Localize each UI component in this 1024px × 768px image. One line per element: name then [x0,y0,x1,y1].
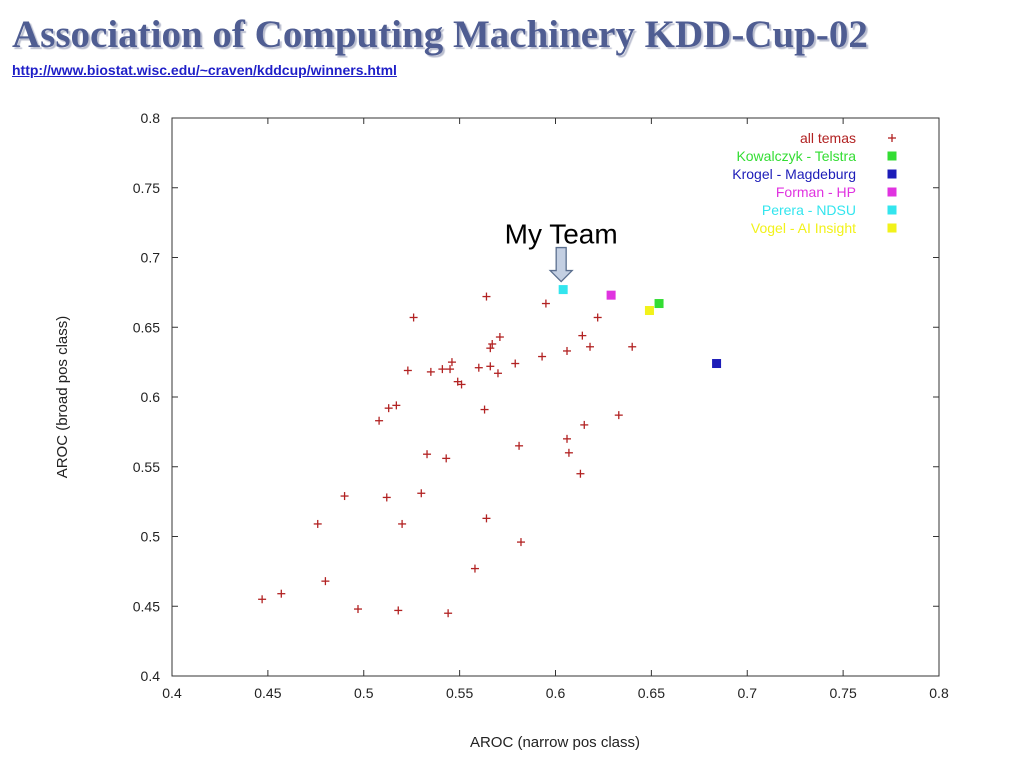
plus-point [258,595,267,604]
legend-marker-square [887,223,897,233]
plus-point [486,344,495,353]
plus-point [474,363,483,372]
plus-point [375,416,384,425]
plus-point [580,420,589,429]
plus-point [488,339,497,348]
plus-point [495,333,504,342]
y-tick-label: 0.8 [141,110,161,126]
plus-point [384,404,393,413]
plus-point [578,331,587,340]
y-tick-label: 0.55 [133,459,160,475]
legend-label: Vogel - AI Insight [751,220,856,236]
x-tick-label: 0.45 [254,685,281,701]
plus-point [538,352,547,361]
plus-point [486,362,495,371]
plus-point [398,519,407,528]
legend-label: Kowalczyk - Telstra [736,148,856,164]
square-point [558,285,568,295]
legend-label: Forman - HP [776,184,856,200]
legend-label: all temas [800,130,856,146]
plus-point [277,589,286,598]
y-tick-label: 0.65 [133,319,160,335]
down-arrow-icon [548,246,574,283]
my-team-label: My Team [505,219,618,250]
x-tick-label: 0.7 [738,685,758,701]
plus-point [563,434,572,443]
plus-point [541,299,550,308]
legend-marker-square [887,205,897,215]
plus-point [515,441,524,450]
x-axis-title: AROC (narrow pos class) [470,734,640,751]
plus-point [470,564,479,573]
y-tick-label: 0.4 [141,668,161,684]
x-tick-label: 0.5 [354,685,374,701]
y-tick-label: 0.75 [133,180,160,196]
plus-point [426,367,435,376]
plus-point [403,366,412,375]
plus-point [423,450,432,459]
x-tick-label: 0.4 [162,685,182,701]
square-point [606,290,616,300]
plus-point [353,605,362,614]
x-tick-label: 0.55 [446,685,473,701]
plus-point [593,313,602,322]
plus-point [516,538,525,547]
plus-point [392,401,401,410]
plus-point [446,365,455,374]
plus-point [447,358,456,367]
legend: all temas Kowalczyk - Telstra Krogel - Mag… [732,130,897,236]
y-tick-label: 0.45 [133,598,160,614]
y-tick-label: 0.6 [141,389,161,405]
y-tick-label: 0.5 [141,529,161,545]
plus-point [321,577,330,586]
legend-marker-plus [888,134,896,142]
plus-point [511,359,520,368]
plus-point [313,519,322,528]
slide-title: Association of Computing Machinery KDD-C… [12,13,868,56]
plus-point [417,489,426,498]
square-point [712,359,722,369]
plus-point [564,448,573,457]
winners-link[interactable]: http://www.biostat.wisc.edu/~craven/kddc… [12,62,397,78]
plus-point [382,493,391,502]
x-tick-label: 0.6 [546,685,566,701]
plus-point [563,346,572,355]
plus-point [480,405,489,414]
plus-point [586,342,595,351]
plus-point [482,514,491,523]
y-tick-label: 0.7 [141,250,161,266]
axis-ticks: 0.4 0.45 0.5 0.55 0.6 0.65 0.7 0.75 0.8 0.4 0.45 0.… [133,110,949,701]
plus-point [438,365,447,374]
square-point [644,306,654,316]
x-tick-label: 0.8 [929,685,949,701]
plus-point [442,454,451,463]
legend-marker-square [887,151,897,161]
y-axis-title: AROC (broad pos class) [54,316,71,479]
plus-point [493,369,502,378]
plus-point [614,411,623,420]
x-tick-label: 0.75 [830,685,857,701]
legend-marker-square [887,187,897,197]
data-points [258,285,722,618]
plus-point [482,292,491,301]
plus-point [628,342,637,351]
legend-label: Krogel - Magdeburg [732,166,856,182]
square-point [654,299,664,309]
plus-point [340,492,349,501]
plus-point [576,469,585,478]
plus-point [457,380,466,389]
legend-marker-square [887,169,897,179]
x-tick-label: 0.65 [638,685,665,701]
plus-point [394,606,403,615]
annotations: My Team [505,219,618,283]
plus-point [409,313,418,322]
plus-point [444,609,453,618]
legend-label: Perera - NDSU [762,202,856,218]
